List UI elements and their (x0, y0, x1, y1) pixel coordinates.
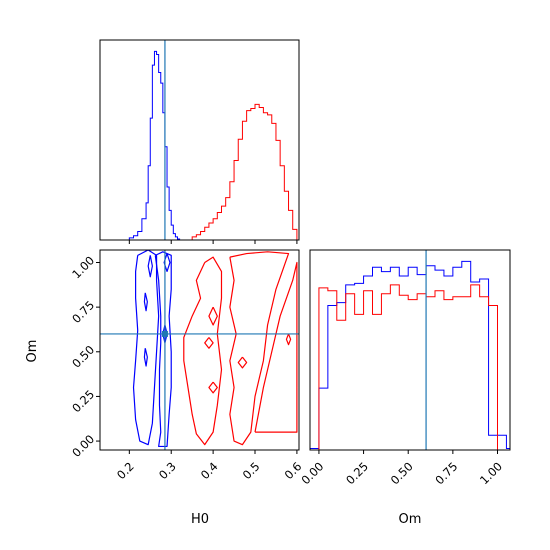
contour-series_b (204, 337, 214, 349)
om-tick-label: 0.00 (298, 459, 326, 487)
histogram-panel-h0 (99, 39, 300, 244)
om-y-tick-label: 1.00 (69, 253, 97, 281)
om-y-tick-label: 0.50 (69, 343, 97, 371)
om-tick-label: 0.25 (343, 459, 371, 487)
histogram-series_b (318, 284, 498, 450)
panel-frame (99, 39, 300, 241)
h0-tick-label: 0.4 (198, 459, 221, 482)
x-axis-label-om: Om (399, 512, 422, 527)
contour-series_b (237, 356, 248, 369)
h0-tick-label: 0.2 (114, 459, 137, 482)
om-y-tick-label: 0.75 (69, 298, 97, 326)
contour-series_b (229, 251, 290, 446)
om-tick-label: 0.75 (432, 459, 460, 487)
contour-series_a (143, 292, 148, 312)
histogram-series_a (310, 260, 510, 450)
contour-series_b (254, 261, 298, 433)
contour-series_a (132, 250, 160, 446)
x-axis-label-h0: H0 (191, 512, 209, 527)
om-tick-label: 1.00 (477, 459, 505, 487)
contour-panel-h0-om: 0.2 0.3 0.4 0.5 0.60.000.250.500.751.00 (69, 249, 304, 482)
histogram-panel-om: 0.00 0.25 0.50 0.75 1.00 (298, 249, 511, 487)
histogram-series_a (128, 50, 181, 240)
om-y-tick-label: 0.00 (69, 432, 97, 460)
histogram-series_b (191, 103, 298, 240)
contour-series_a (143, 348, 148, 367)
h0-tick-label: 0.5 (240, 459, 263, 482)
truth-marker (161, 330, 168, 337)
panel-frame (99, 249, 300, 451)
om-y-tick-label: 0.25 (69, 387, 97, 415)
contour-series_a (147, 255, 153, 278)
contour-series_b (208, 306, 218, 326)
contour-series_a (154, 251, 172, 448)
contour-series_b (208, 381, 218, 394)
y-axis-label-om: Om (25, 340, 40, 363)
panel-frame (309, 249, 511, 451)
contour-series_b (285, 333, 292, 346)
contour-series_b (183, 256, 223, 446)
om-tick-label: 0.50 (388, 459, 416, 487)
h0-tick-label: 0.3 (156, 459, 179, 482)
